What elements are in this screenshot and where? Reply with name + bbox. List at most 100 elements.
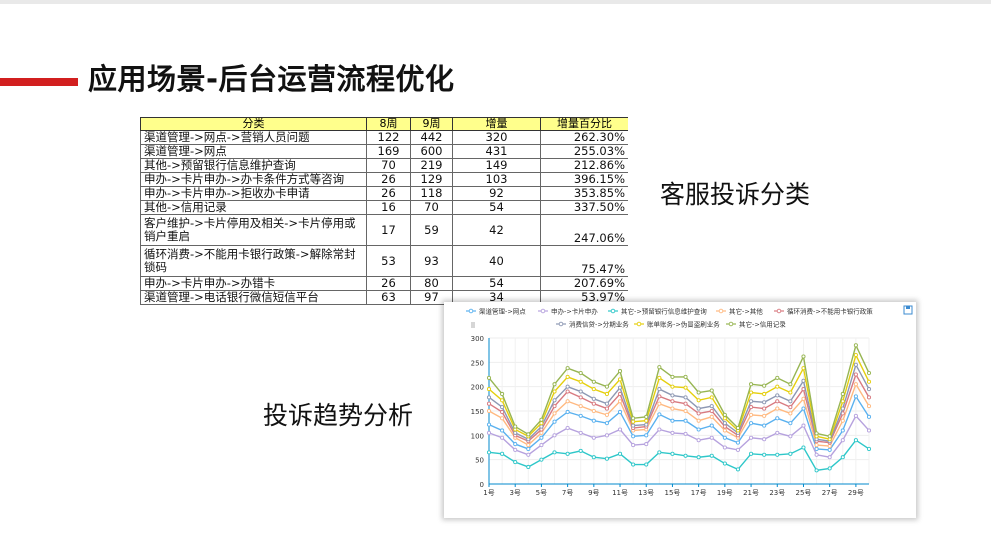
data-point: [486, 450, 492, 455]
data-point: [696, 398, 701, 403]
data-point: [775, 384, 780, 389]
data-point: [722, 435, 727, 440]
data-point: [486, 408, 492, 414]
legend-entry: 其它->其他: [729, 307, 763, 316]
data-point: [657, 394, 662, 399]
data-point: [775, 375, 780, 380]
row-increase: 431: [452, 144, 541, 159]
data-point: [539, 430, 544, 435]
data-point: [788, 399, 793, 404]
trend-chart-panel: 0 50 100 150 200 250 300 1号 3号 5号 7号 9号 11号 13号 15号 17号…: [444, 302, 916, 518]
row-increase-percent: 207.69%: [540, 276, 628, 291]
data-point: [604, 456, 609, 461]
data-point: [735, 425, 741, 431]
series-line: [488, 414, 870, 458]
data-point: [513, 424, 518, 429]
data-point: [788, 382, 793, 387]
row-week9: 118: [410, 186, 453, 201]
data-point: [500, 391, 505, 397]
data-point: [578, 413, 583, 418]
data-point: [840, 455, 845, 460]
data-point: [788, 390, 793, 395]
data-point: [775, 393, 780, 398]
data-point: [657, 401, 662, 406]
data-point: [827, 455, 832, 460]
data-point: [513, 430, 518, 435]
table-row: 其他->信用记录 16 70 54 337.50%: [140, 200, 628, 215]
row-increase-percent: 262.30%: [540, 130, 628, 145]
row-increase: 42: [452, 214, 541, 246]
y-tick-label: 100: [471, 432, 484, 440]
data-point: [591, 408, 596, 414]
data-point: [853, 394, 858, 399]
data-point: [565, 451, 570, 456]
complaint-classification-table-wrap: 分类 8周 9周 增量 增量百分比 渠道管理->网点->营销人员问题 122 442…: [140, 117, 628, 310]
data-point: [526, 432, 531, 437]
row-increase-percent: 353.85%: [540, 186, 628, 201]
data-point: [486, 387, 492, 392]
data-point: [670, 406, 675, 411]
data-point: [670, 393, 675, 398]
data-point: [722, 412, 727, 417]
data-point: [696, 418, 701, 423]
complaint-classification-table: 分类 8周 9周 增量 增量百分比 渠道管理->网点->营销人员问题 122 442…: [140, 117, 628, 305]
data-point: [709, 453, 714, 458]
data-point: [827, 447, 832, 452]
data-point: [578, 404, 583, 409]
data-point: [631, 462, 636, 467]
data-point: [591, 379, 596, 384]
save-icon[interactable]: [903, 305, 913, 315]
data-point: [500, 398, 505, 403]
x-tick-label: 13号: [638, 489, 654, 497]
data-point: [696, 390, 701, 395]
data-point: [657, 365, 662, 370]
series-line: [488, 362, 870, 442]
data-point: [683, 395, 688, 400]
data-point: [644, 418, 649, 423]
row-category: 申办->卡片申办->拒收办卡申请: [140, 186, 367, 201]
table-row: 渠道管理->网点->营销人员问题 122 442 320 262.30%: [140, 130, 628, 145]
row-increase-percent: 337.50%: [540, 200, 628, 215]
data-point: [735, 440, 741, 445]
data-point: [696, 411, 701, 416]
row-increase-percent: 75.47%: [540, 245, 628, 277]
data-point: [552, 411, 557, 416]
data-point: [604, 421, 609, 426]
x-tick-label: 1号: [483, 489, 494, 497]
x-tick-label: 17号: [691, 489, 707, 497]
data-point: [853, 382, 858, 387]
table-row: 其他->预留银行信息维护查询 70 219 149 212.86%: [140, 158, 628, 173]
data-point: [709, 388, 714, 393]
data-point: [696, 427, 701, 432]
data-point: [722, 416, 727, 421]
x-tick-label: 25号: [796, 489, 812, 497]
data-point: [591, 401, 596, 406]
data-point: [775, 406, 780, 411]
data-point: [657, 427, 662, 432]
table-row: 申办->卡片申办->拒收办卡申请 26 118 92 353.85%: [140, 186, 628, 201]
legend-entry: 其它->信用记录: [739, 320, 786, 329]
data-point: [617, 385, 623, 390]
table-row: 申办->卡片申办->办错卡 26 80 54 207.69%: [140, 276, 628, 291]
data-point: [866, 428, 872, 433]
series-line: [488, 382, 870, 447]
data-point: [526, 464, 531, 470]
data-point: [670, 374, 675, 379]
data-point: [775, 452, 780, 457]
row-week8: 26: [366, 186, 411, 201]
data-point: [617, 451, 623, 456]
table-row: 申办->卡片申办->办卡条件方式等咨询 26 129 103 396.15%: [140, 172, 628, 187]
row-week8: 122: [366, 130, 411, 145]
row-week8: 17: [366, 214, 411, 246]
row-week9: 59: [410, 214, 453, 246]
data-point: [486, 422, 492, 427]
data-point: [552, 404, 557, 409]
legend-entry: 消费信贷->分期业务: [569, 320, 629, 329]
row-increase: 54: [452, 200, 541, 215]
data-point: [749, 399, 754, 404]
data-point: [762, 423, 767, 428]
row-week9: 97: [410, 290, 453, 305]
data-point: [539, 435, 544, 440]
row-category: 渠道管理->网点: [140, 144, 367, 159]
data-point: [749, 412, 754, 417]
